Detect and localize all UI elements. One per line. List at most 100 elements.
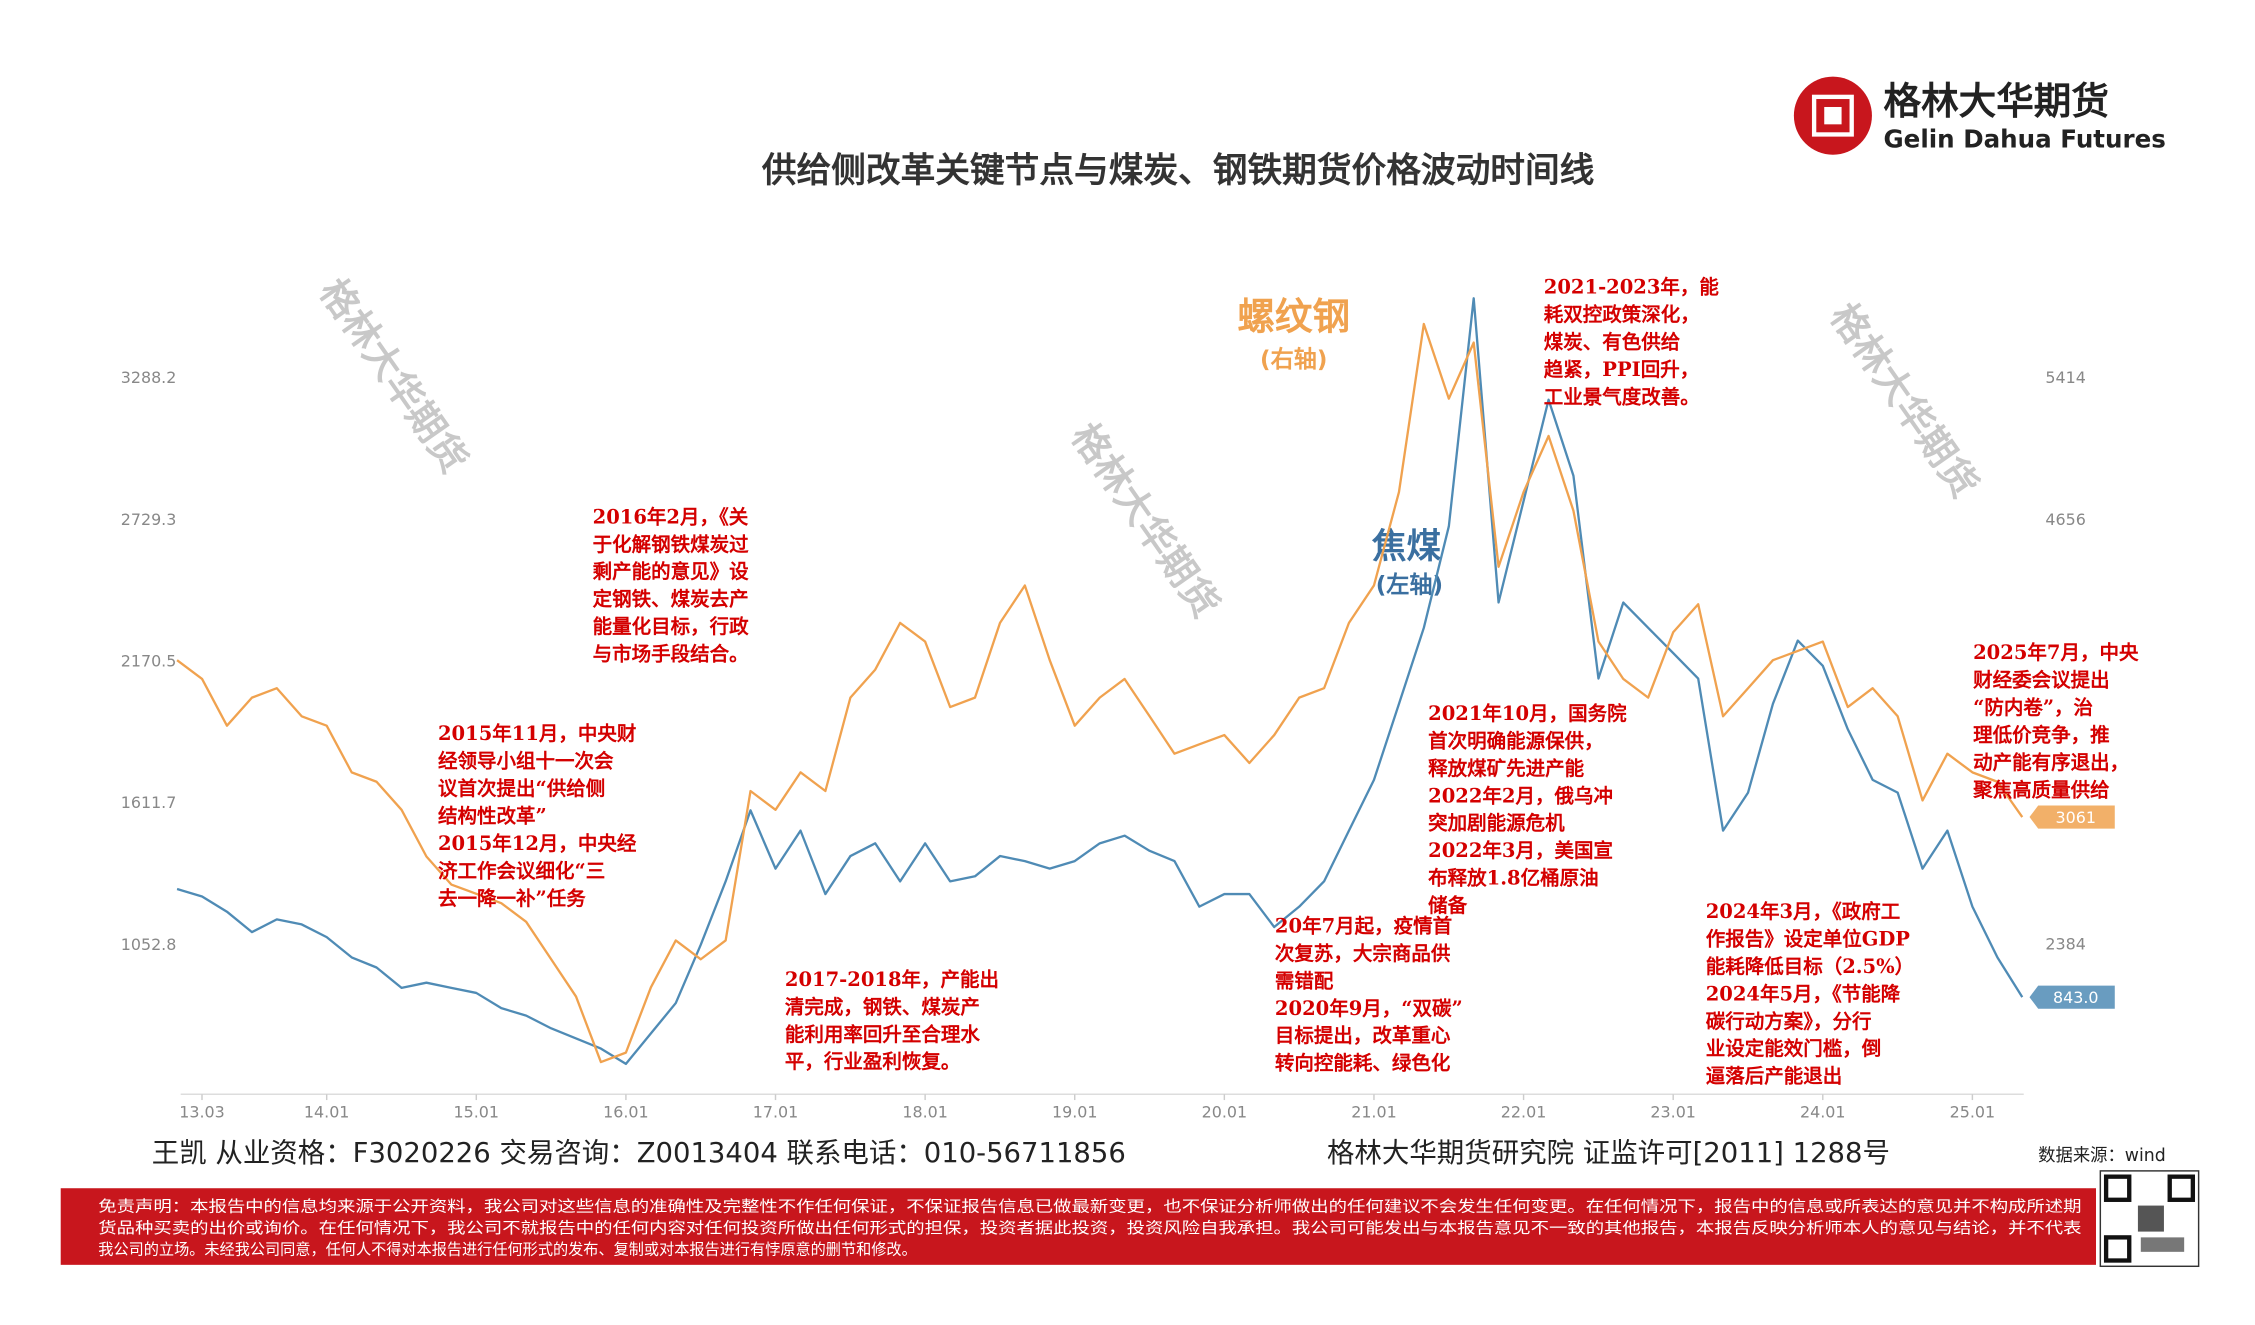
- annotation: 2021-2023年，能: [1544, 275, 1720, 298]
- logo-text-en: Gelin Dahua Futures: [1884, 124, 2166, 153]
- annotation: 作报告》设定单位GDP: [1706, 927, 1911, 950]
- x-tick-label: 18.01: [902, 1102, 948, 1121]
- annotation: 逼落后产能退出: [1706, 1065, 1843, 1088]
- value-tag: [2029, 985, 2115, 1009]
- annotation: 目标提出，改革重心: [1275, 1024, 1451, 1047]
- y-tick-label: 1611.7: [121, 793, 177, 812]
- logo-glyph: [1811, 94, 1854, 137]
- annotation: 趋紧，PPI回升，: [1544, 358, 1699, 381]
- series-line: [176, 322, 2024, 1064]
- x-tick-label: 20.01: [1202, 1102, 1248, 1121]
- annotation: 2025年7月，中央: [1973, 641, 2139, 664]
- qr-finder: [2103, 1174, 2132, 1202]
- annotation: 议首次提出“供给侧: [438, 777, 605, 800]
- x-tick-label: 21.01: [1351, 1102, 1397, 1121]
- y2-tick-label: 2384: [2045, 934, 2085, 953]
- annotation: 平，行业盈利恢复。: [785, 1050, 961, 1073]
- annotation: 与市场手段结合。: [593, 643, 749, 666]
- x-tick-label: 22.01: [1501, 1102, 1547, 1121]
- series-line: [176, 297, 2024, 1066]
- watermark: 格林大华期货: [1063, 415, 1228, 625]
- logo-text: 格林大华期货: [1884, 79, 2109, 123]
- series-label: 螺纹钢: [1237, 295, 1350, 339]
- annotation: 能量化目标，行政: [593, 615, 750, 638]
- annotation: 工业景气度改善。: [1544, 385, 1700, 408]
- annotation: 2024年5月，《节能降: [1706, 982, 1901, 1005]
- annotation: 2016年2月，《关: [593, 505, 749, 528]
- annotation: 清完成，钢铁、煤炭产: [785, 995, 980, 1018]
- annotation: 动产能有序退出，: [1973, 751, 2129, 774]
- qr-pattern: [2140, 1237, 2185, 1252]
- watermark: 格林大华期货: [1822, 295, 1987, 505]
- value-tag: [2029, 805, 2115, 829]
- annotation: 财经委会议提出: [1973, 669, 2110, 692]
- annotation: 济工作会议细化“三: [438, 859, 605, 882]
- y-tick-label: 3288.2: [121, 368, 177, 387]
- x-tick-label: 19.01: [1052, 1102, 1098, 1121]
- value-label: 3061: [2056, 808, 2096, 827]
- y-tick-label: 2729.3: [121, 510, 177, 529]
- qr-code: [2099, 1170, 2200, 1268]
- annotation: 定钢铁、煤炭去产: [593, 588, 749, 611]
- annotation: 2021年10月，国务院: [1428, 702, 1627, 725]
- footer-source: 数据来源：wind: [2038, 1146, 2166, 1166]
- disclaimer: 免责声明：本报告中的信息均来源于公开资料，我公司对这些信息的准确性及完整性不作任…: [98, 1197, 2081, 1215]
- axis-note: (右轴): [1260, 346, 1327, 373]
- annotation: 结构性改革”: [438, 805, 547, 828]
- x-tick-label: 14.01: [304, 1102, 350, 1121]
- x-tick-label: 17.01: [753, 1102, 799, 1121]
- disclaimer: 货品种买卖的出价或询价。在任何情况下，我公司不就报告中的任何内容对任何投资所做出…: [98, 1219, 2081, 1237]
- qr-finder: [2167, 1174, 2196, 1202]
- annotation: 2020年9月，“双碳”: [1275, 997, 1463, 1020]
- series-label: 焦煤: [1372, 527, 1442, 567]
- annotation: “防内卷”，治: [1973, 696, 2093, 719]
- footer-institute: 格林大华期货研究院 证监许可[2011] 1288号: [1327, 1138, 1890, 1169]
- x-tick-label: 25.01: [1950, 1102, 1995, 1121]
- value-label: 843.0: [2053, 988, 2099, 1007]
- logo: [1793, 76, 1872, 155]
- annotation: 2022年2月，俄乌冲: [1428, 784, 1613, 807]
- x-tick-label: 13.03: [179, 1102, 225, 1121]
- watermark: 格林大华期货: [311, 271, 476, 481]
- annotation: 2015年11月，中央财: [438, 722, 636, 745]
- logo-glyph: [1824, 106, 1842, 125]
- annotation: 理低价竞争，推: [1973, 724, 2110, 747]
- disclaimer-box: [60, 1188, 2096, 1265]
- y-tick-label: 1052.8: [121, 935, 177, 954]
- annotation: 剩产能的意见》设: [593, 560, 750, 583]
- annotation: 突加剧能源危机: [1428, 812, 1565, 835]
- annotation: 经领导小组十一次会: [438, 750, 614, 773]
- footer-contact: 王凯 从业资格：F3020226 交易咨询：Z0013404 联系电话：010-…: [152, 1138, 1126, 1169]
- annotation: 煤炭、有色供给: [1544, 330, 1681, 353]
- chart-title: 供给侧改革关键节点与煤炭、钢铁期货价格波动时间线: [762, 151, 1595, 191]
- y2-tick-label: 5414: [2045, 368, 2085, 387]
- annotation: 次复苏，大宗商品供: [1275, 942, 1451, 965]
- y2-tick-label: 4656: [2045, 510, 2085, 529]
- annotation: 首次明确能源保供，: [1428, 729, 1604, 752]
- annotation: 需错配: [1275, 969, 1334, 992]
- x-tick-label: 16.01: [603, 1102, 649, 1121]
- x-tick-label: 15.01: [454, 1102, 500, 1121]
- annotation: 布释放1.8亿桶原油: [1428, 867, 1598, 890]
- disclaimer: 我公司的立场。未经我公司同意，任何人不得对本报告进行任何形式的发布、复制或对本报…: [98, 1241, 916, 1259]
- annotation: 业设定能效门槛，倒: [1706, 1037, 1882, 1060]
- annotation: 2022年3月，美国宣: [1428, 839, 1613, 862]
- y-tick-label: 2170.5: [121, 651, 177, 670]
- annotation: 储备: [1428, 894, 1467, 917]
- annotation: 能利用率回升至合理水: [785, 1023, 981, 1046]
- annotation: 于化解钢铁煤炭过: [593, 533, 750, 556]
- annotation: 去一降一补”任务: [438, 887, 586, 910]
- annotation: 转向控能耗、绿色化: [1275, 1052, 1451, 1075]
- annotation: 碳行动方案》，分行: [1706, 1010, 1872, 1033]
- annotation: 20年7月起，疫情首: [1275, 914, 1452, 937]
- annotation: 释放煤矿先进产能: [1428, 757, 1585, 780]
- x-tick-label: 24.01: [1800, 1102, 1845, 1121]
- annotation: 2015年12月，中央经: [438, 832, 637, 855]
- annotation: 能耗降低目标（2.5%）: [1706, 955, 1914, 978]
- qr-pattern: [2137, 1205, 2164, 1232]
- annotation: 2017-2018年，产能出: [785, 968, 999, 991]
- qr-finder: [2103, 1235, 2132, 1263]
- annotation: 2024年3月，《政府工: [1706, 900, 1901, 923]
- x-tick-label: 23.01: [1650, 1102, 1696, 1121]
